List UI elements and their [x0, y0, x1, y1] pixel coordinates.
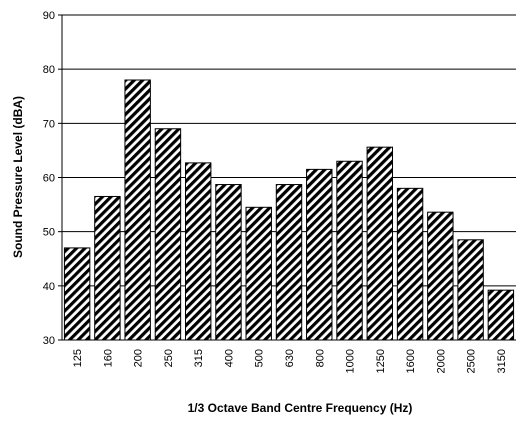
bar-125 [63, 247, 91, 341]
y-tick-label: 90 [43, 10, 55, 22]
bar-1000 [336, 160, 363, 341]
x-tick-label: 2500 [466, 349, 478, 373]
bar-500 [245, 206, 272, 341]
bar-630 [275, 184, 303, 341]
x-tick-labels: 125 160 200 250 315 400 500 630 800 1000 1250 1600 2… [72, 349, 508, 373]
y-tick-label: 70 [43, 118, 55, 130]
x-tick-label: 250 [163, 349, 175, 367]
y-tick-labels: 30 40 50 60 70 80 90 [43, 10, 62, 347]
x-tick-label: 1250 [375, 349, 387, 373]
bar-1250 [366, 146, 394, 341]
bar-800 [306, 168, 333, 341]
bar-2500 [457, 239, 484, 341]
x-tick-label: 800 [314, 349, 326, 367]
x-tick-label: 125 [72, 349, 84, 367]
bar-200 [124, 79, 151, 341]
x-tick-label: 500 [254, 349, 266, 367]
x-tick-label: 315 [193, 349, 205, 367]
x-tick-label: 1600 [405, 349, 417, 373]
y-tick-label: 80 [43, 64, 55, 76]
x-tick-label: 1000 [345, 349, 357, 373]
bar-2000 [427, 211, 454, 341]
x-tick-label: 160 [102, 349, 114, 367]
x-tick-label: 630 [284, 349, 296, 367]
bar-400 [215, 184, 242, 341]
y-tick-label: 50 [43, 227, 55, 239]
bar-1600 [396, 187, 424, 341]
bar-160 [94, 195, 121, 341]
x-tick-label: 2000 [435, 349, 447, 373]
y-tick-label: 30 [43, 335, 55, 347]
y-axis-title: Sound Pressure Level (dBA) [11, 96, 25, 258]
y-tick-label: 40 [43, 281, 55, 293]
x-tick-label: 400 [223, 349, 235, 367]
x-tick-label: 200 [133, 349, 145, 367]
x-axis-title: 1/3 Octave Band Centre Frequency (Hz) [188, 401, 413, 415]
bars [63, 79, 515, 341]
y-tick-label: 60 [43, 173, 55, 185]
x-tick-label: 3150 [496, 349, 508, 373]
bar-315 [184, 162, 212, 341]
bar-3150 [487, 289, 515, 341]
bar-250 [154, 128, 182, 341]
